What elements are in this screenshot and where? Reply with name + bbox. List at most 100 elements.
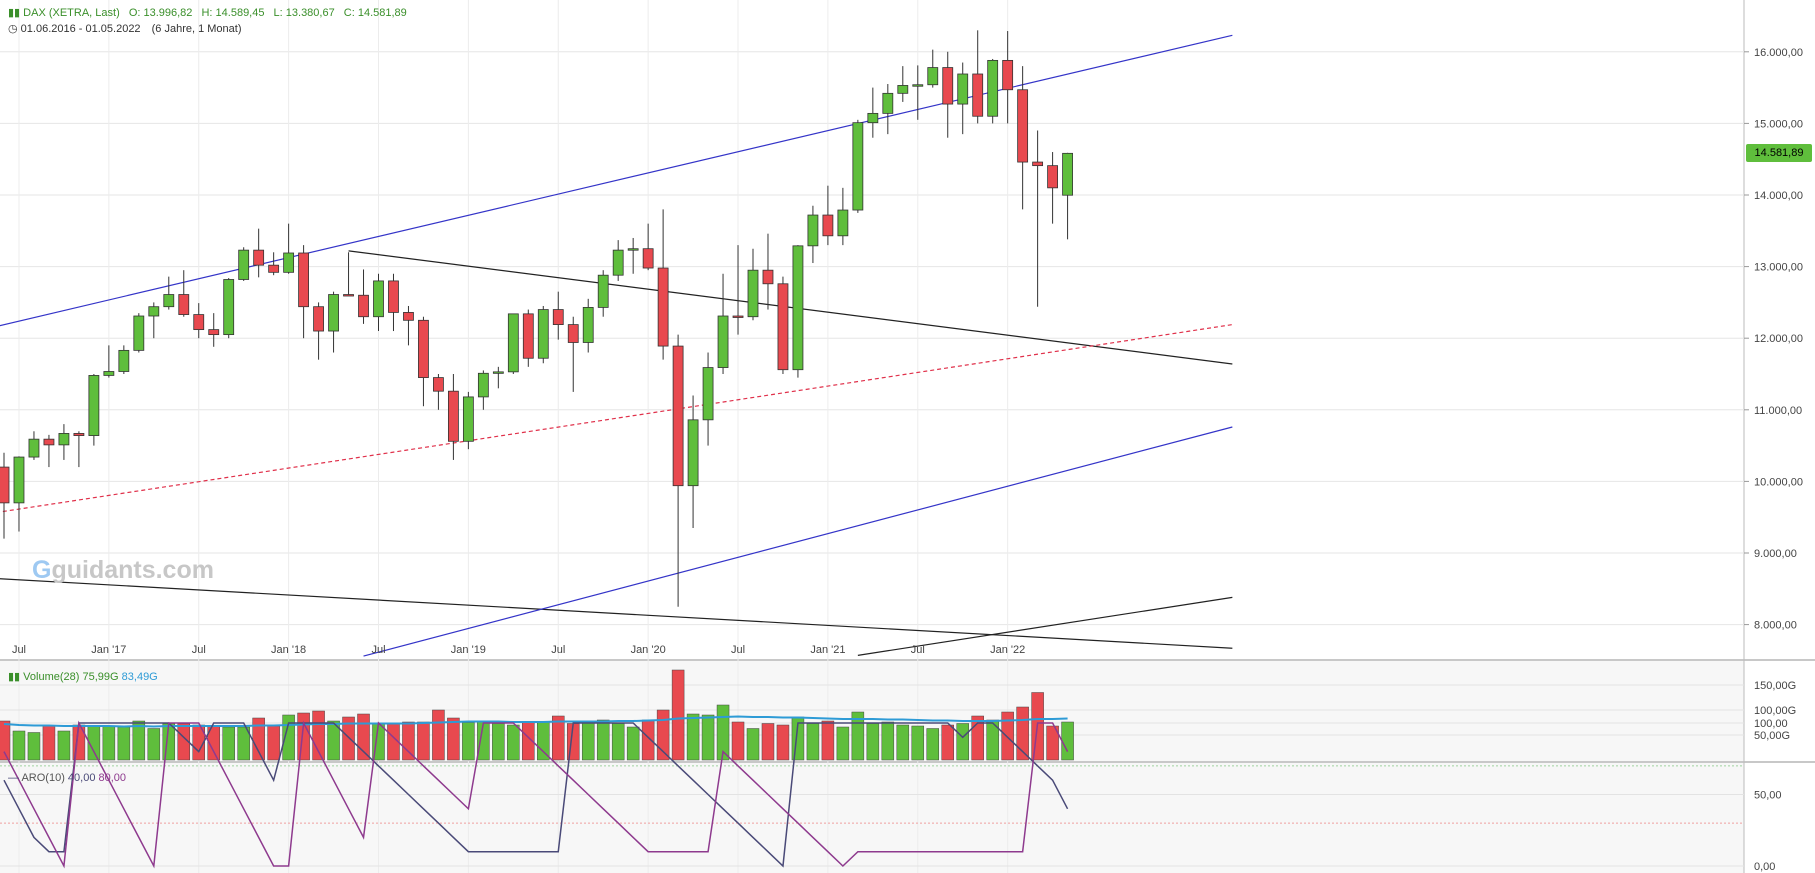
trend-lines	[0, 34, 1233, 657]
candle[interactable]	[462, 391, 474, 450]
candle[interactable]	[777, 276, 789, 374]
candle[interactable]	[852, 119, 864, 213]
candlestick-series[interactable]	[0, 30, 1073, 607]
candle[interactable]	[163, 276, 175, 310]
candle[interactable]	[313, 302, 324, 360]
candle[interactable]	[882, 84, 894, 135]
volume-bar	[956, 723, 969, 761]
candle[interactable]	[897, 66, 909, 102]
candle[interactable]	[418, 316, 429, 407]
candle[interactable]	[178, 270, 190, 317]
candle[interactable]	[447, 374, 459, 460]
candle[interactable]	[118, 345, 130, 374]
candle[interactable]	[223, 278, 235, 339]
candle[interactable]	[732, 245, 744, 335]
candle[interactable]	[268, 252, 280, 276]
candle[interactable]	[837, 187, 849, 246]
candle[interactable]	[28, 431, 40, 460]
candle[interactable]	[103, 345, 115, 378]
candle[interactable]	[507, 313, 519, 374]
candle[interactable]	[567, 316, 579, 392]
candle[interactable]	[972, 30, 984, 124]
x-tick-label: Jul	[12, 644, 26, 656]
candle[interactable]	[73, 431, 85, 468]
candle[interactable]	[1032, 130, 1044, 307]
logo-text: guidants.com	[51, 556, 214, 584]
candle[interactable]	[298, 245, 310, 339]
candle[interactable]	[358, 269, 369, 324]
candle[interactable]	[193, 303, 205, 339]
aroon-up-line	[3, 720, 1069, 869]
candle[interactable]	[88, 374, 100, 446]
candle[interactable]	[537, 305, 549, 364]
volume-bar	[417, 721, 430, 761]
candle[interactable]	[762, 233, 774, 310]
volume-bar	[776, 724, 790, 761]
candle[interactable]	[582, 298, 594, 353]
candle[interactable]	[133, 313, 145, 353]
candle[interactable]	[702, 352, 714, 446]
candle[interactable]	[792, 245, 804, 378]
volume-bar	[926, 728, 940, 761]
aroon-down-line	[3, 722, 1069, 868]
candle[interactable]	[642, 223, 654, 271]
candle[interactable]	[627, 237, 639, 274]
candle[interactable]	[942, 51, 954, 138]
aroon-tick-label: 0,00	[1754, 861, 1775, 873]
candle[interactable]	[0, 452, 10, 539]
candle[interactable]	[552, 291, 564, 340]
candle[interactable]	[912, 65, 924, 120]
candle[interactable]	[672, 334, 684, 607]
candle[interactable]	[477, 370, 489, 410]
close-value: C: 14.581,89	[343, 7, 407, 19]
candle[interactable]	[717, 273, 729, 374]
candle[interactable]	[208, 313, 220, 347]
candle[interactable]	[1002, 31, 1014, 124]
candle[interactable]	[597, 270, 609, 317]
volume-title: Volume(28)	[23, 671, 80, 683]
volume-bar	[402, 721, 415, 761]
logo-icon: G	[32, 556, 52, 584]
candle[interactable]	[492, 366, 504, 389]
candle[interactable]	[522, 309, 534, 367]
candle[interactable]	[58, 424, 70, 460]
candle[interactable]	[657, 209, 669, 360]
candle[interactable]	[987, 58, 999, 124]
volume-bar	[102, 725, 116, 761]
candle[interactable]	[283, 223, 295, 274]
candle[interactable]	[433, 374, 444, 410]
candle[interactable]	[612, 240, 624, 281]
candle[interactable]	[747, 248, 759, 321]
candle[interactable]	[343, 252, 354, 297]
candle[interactable]	[867, 87, 879, 138]
x-tick-label: Jan '20	[631, 644, 666, 656]
volume-bar	[821, 720, 835, 761]
candle[interactable]	[957, 62, 969, 135]
candle[interactable]	[687, 395, 699, 528]
volume-tick-label: 100,00G	[1754, 705, 1796, 717]
candle[interactable]	[1017, 66, 1029, 210]
candle[interactable]	[403, 305, 414, 346]
volume-bar	[552, 715, 565, 761]
volume-bar	[282, 714, 295, 761]
clock-icon: ◷	[8, 23, 18, 35]
candle[interactable]	[238, 247, 250, 281]
candle[interactable]	[822, 185, 834, 246]
volume-bar	[761, 723, 775, 761]
candle[interactable]	[1062, 152, 1073, 240]
candle[interactable]	[148, 302, 160, 339]
candle[interactable]	[927, 49, 939, 88]
trend-line	[0, 578, 1233, 649]
candle[interactable]	[373, 273, 384, 332]
candle[interactable]	[1047, 152, 1058, 224]
candle[interactable]	[328, 291, 339, 353]
candle[interactable]	[253, 228, 265, 278]
candle[interactable]	[43, 434, 55, 468]
candle[interactable]	[388, 273, 399, 332]
volume-bar	[896, 724, 910, 761]
volume-bar	[447, 717, 460, 761]
volume-bar	[492, 723, 505, 761]
candle[interactable]	[807, 205, 819, 264]
candle[interactable]	[13, 456, 25, 532]
